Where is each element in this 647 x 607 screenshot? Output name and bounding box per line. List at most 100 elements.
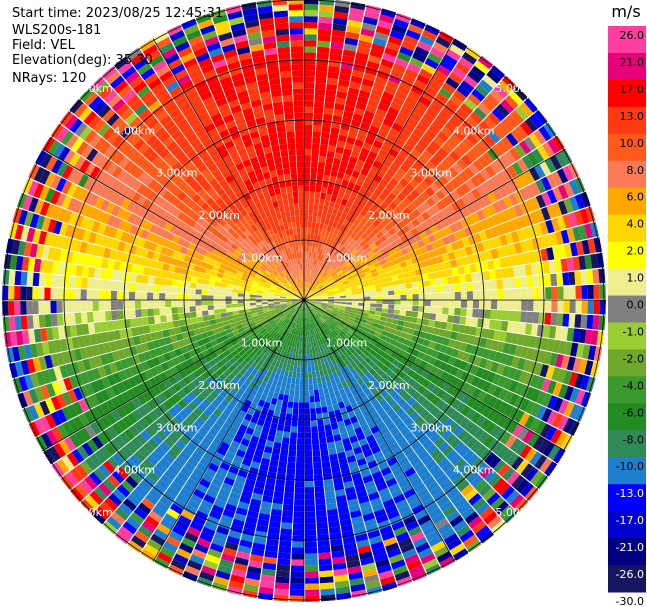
range-gate-cell (334, 483, 345, 491)
range-gate-cell (416, 466, 429, 477)
range-gate-cell (350, 75, 363, 84)
range-gate-cell (337, 420, 346, 429)
range-gate-cell (304, 486, 315, 494)
range-gate-cell (379, 97, 392, 107)
range-gate-cell (321, 344, 327, 351)
range-gate-cell (353, 184, 362, 193)
range-gate-cell (309, 390, 315, 397)
range-gate-cell (270, 397, 278, 406)
range-gate-cell (388, 363, 397, 372)
range-gate-cell (219, 308, 227, 314)
range-gate-cell (329, 315, 336, 320)
range-gate-cell (471, 399, 482, 412)
range-gate-cell (312, 215, 317, 223)
range-gate-cell (460, 217, 470, 229)
range-gate-cell (368, 360, 376, 369)
range-gate-cell (348, 571, 364, 581)
range-gate-cell (243, 297, 250, 300)
range-gate-cell (333, 17, 348, 26)
range-gate-cell (209, 510, 222, 520)
range-gate-cell (233, 562, 248, 572)
range-gate-cell (334, 377, 341, 385)
range-gate-cell (438, 328, 446, 337)
range-gate-cell (349, 280, 356, 285)
range-gate-cell (320, 588, 335, 596)
range-gate-cell (362, 312, 369, 317)
range-gate-cell (169, 481, 183, 493)
range-gate-cell (515, 300, 522, 311)
range-gate-cell (237, 296, 244, 300)
range-gate-cell (293, 511, 304, 518)
range-gate-cell (307, 366, 312, 373)
range-gate-cell (299, 384, 304, 391)
range-gate-cell (568, 179, 580, 196)
range-gate-cell (326, 244, 332, 252)
range-gate-cell (227, 381, 236, 390)
range-gate-cell (376, 421, 387, 431)
range-gate-cell (294, 487, 304, 494)
range-gate-cell (283, 492, 294, 500)
range-gate-cell (384, 394, 393, 403)
range-gate-cell (411, 311, 419, 318)
range-gate-cell (346, 349, 353, 357)
range-gate-cell (379, 247, 388, 255)
range-gate-cell (296, 456, 304, 464)
range-gate-cell (506, 219, 517, 232)
range-gate-cell (297, 360, 301, 367)
range-gate-cell (478, 79, 494, 93)
range-gate-cell (395, 182, 405, 192)
range-gate-cell (469, 364, 479, 376)
range-gate-cell (530, 196, 541, 211)
range-gate-cell (305, 311, 307, 319)
range-gate-cell (330, 126, 340, 135)
range-gate-cell (516, 357, 526, 371)
range-gate-cell (215, 417, 226, 427)
range-gate-cell (326, 319, 333, 325)
range-gate-cell (417, 138, 429, 150)
range-gate-cell (317, 546, 331, 554)
range-gate-cell (305, 595, 320, 602)
range-gate-cell (345, 321, 353, 327)
range-gate-cell (308, 341, 312, 349)
range-gate-cell (14, 315, 22, 331)
range-gate-cell (491, 214, 502, 226)
range-gate-cell (476, 184, 487, 197)
range-gate-cell (332, 562, 347, 571)
range-gate-cell (317, 333, 322, 340)
range-gate-cell (147, 308, 154, 317)
range-gate-cell (530, 323, 539, 336)
range-gate-cell (304, 257, 307, 264)
range-gate-cell (274, 405, 282, 413)
range-gate-cell (314, 246, 318, 254)
range-gate-cell (320, 291, 327, 295)
range-gate-cell (353, 373, 361, 381)
range-gate-cell (407, 62, 421, 74)
range-gate-cell (304, 414, 311, 421)
range-gate-cell (510, 333, 519, 345)
range-gate-cell (219, 304, 226, 309)
range-gate-cell (376, 300, 383, 304)
range-gate-cell (307, 227, 312, 234)
range-gate-cell (411, 440, 422, 452)
range-gate-cell (248, 441, 258, 450)
range-gate-cell (408, 564, 425, 576)
range-gate-cell (356, 539, 370, 548)
range-gate-cell (411, 218, 421, 228)
range-gate-cell (239, 463, 250, 473)
range-gate-cell (424, 332, 433, 341)
range-gate-cell (487, 329, 495, 340)
range-gate-cell (556, 313, 564, 327)
range-gate-cell (558, 244, 567, 259)
range-gate-cell (326, 187, 334, 195)
range-gate-cell (360, 383, 368, 391)
range-gate-cell (304, 106, 314, 113)
range-gate-cell (129, 282, 136, 292)
range-gate-cell (459, 529, 475, 543)
range-gate-cell (394, 384, 403, 394)
range-gate-cell (323, 250, 329, 257)
range-gate-cell (552, 339, 561, 353)
range-gate-cell (321, 301, 329, 304)
range-gate-cell (223, 385, 232, 394)
range-gate-cell (209, 442, 220, 452)
range-gate-cell (445, 466, 458, 478)
